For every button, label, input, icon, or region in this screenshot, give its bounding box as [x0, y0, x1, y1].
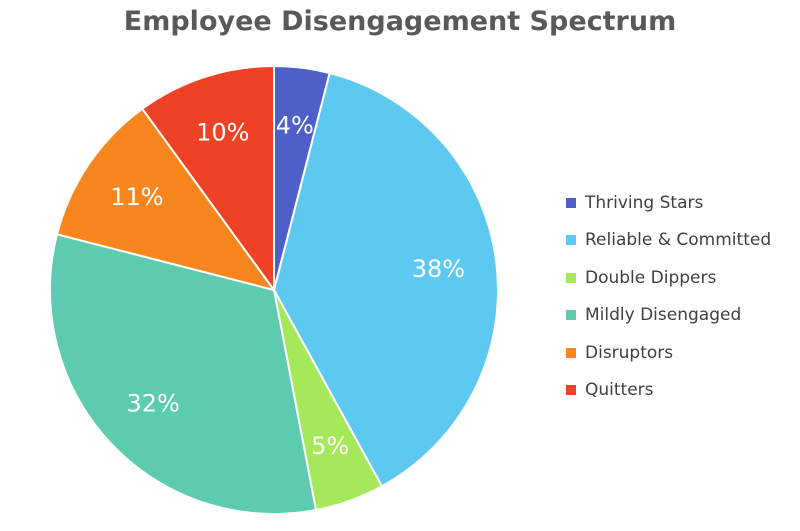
- legend-item-disruptors: Disruptors: [566, 334, 771, 372]
- pie-slice-disruptors: [55, 107, 277, 292]
- legend-swatch: [566, 272, 576, 283]
- legend-item-double-dippers: Double Dippers: [566, 259, 771, 297]
- pie-slice-mildly-disengaged: [49, 233, 318, 515]
- legend-swatch: [566, 197, 576, 208]
- legend-label: Double Dippers: [585, 267, 717, 288]
- legend: Thriving Stars Reliable & Committed Double…: [566, 184, 771, 409]
- pie-slice-quitters: [140, 64, 275, 294]
- data-label-disruptors: 11%: [110, 183, 163, 211]
- legend-label: Reliable & Committed: [585, 230, 772, 251]
- legend-label: Disruptors: [585, 342, 674, 363]
- data-label-double-dippers: 5%: [311, 432, 349, 460]
- legend-swatch: [566, 347, 576, 358]
- pie-labels: 4% 38% 5% 32% 11% 10%: [110, 112, 465, 460]
- legend-swatch: [566, 310, 576, 321]
- pie-slices: [49, 64, 499, 515]
- data-label-reliable-and-committed: 38%: [412, 255, 465, 283]
- legend-item-quitters: Quitters: [566, 372, 771, 410]
- data-label-thriving-stars: 4%: [276, 112, 314, 140]
- legend-swatch: [566, 235, 576, 246]
- legend-item-thriving-stars: Thriving Stars: [566, 184, 771, 222]
- legend-swatch: [566, 385, 576, 396]
- legend-label: Mildly Disengaged: [585, 305, 742, 326]
- legend-label: Quitters: [585, 380, 654, 401]
- chart-title: Employee Disengagement Spectrum: [123, 6, 677, 37]
- pie-slice-reliable-and-committed: [272, 71, 499, 488]
- legend-item-reliable-and-committed: Reliable & Committed: [566, 222, 771, 260]
- data-label-quitters: 10%: [196, 118, 249, 146]
- data-label-mildly-disengaged: 32%: [126, 389, 179, 417]
- legend-item-mildly-disengaged: Mildly Disengaged: [566, 297, 771, 335]
- legend-label: Thriving Stars: [585, 192, 704, 213]
